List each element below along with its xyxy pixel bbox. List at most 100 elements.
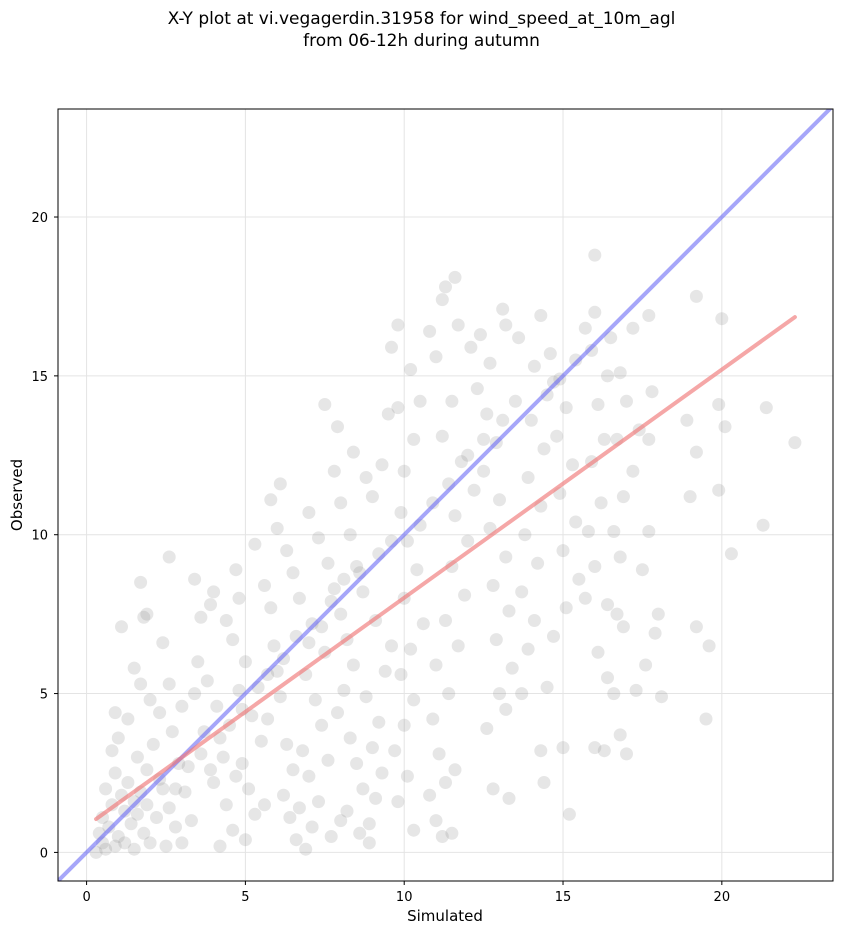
data-point — [594, 496, 608, 510]
data-point — [343, 528, 357, 542]
data-point — [248, 537, 262, 551]
data-point — [588, 741, 602, 755]
data-point — [499, 318, 513, 332]
data-point — [318, 398, 332, 411]
data-point — [413, 394, 427, 408]
data-point — [559, 401, 573, 415]
data-point — [226, 823, 240, 837]
data-point — [127, 661, 141, 675]
data-point — [569, 515, 583, 529]
data-point — [340, 804, 354, 818]
data-point — [394, 506, 408, 519]
data-point — [642, 525, 656, 538]
data-point — [493, 687, 506, 701]
data-point — [130, 807, 144, 821]
data-point — [127, 795, 141, 809]
data-point — [556, 544, 570, 558]
y-tick-label: 5 — [40, 688, 48, 703]
data-point — [99, 782, 113, 796]
data-point — [127, 842, 141, 856]
data-point — [261, 712, 275, 726]
data-point — [102, 820, 116, 834]
data-point — [289, 833, 303, 847]
data-point — [267, 639, 281, 653]
data-point — [229, 769, 243, 783]
data-point — [350, 560, 364, 573]
data-point — [299, 842, 313, 856]
data-point — [566, 458, 579, 472]
data-point — [394, 668, 408, 681]
data-point — [620, 394, 633, 408]
data-point — [108, 839, 122, 853]
data-point — [515, 687, 529, 701]
data-point — [556, 741, 570, 755]
data-point — [226, 633, 240, 647]
data-point — [362, 817, 376, 831]
data-point — [505, 661, 519, 675]
data-point — [454, 455, 468, 469]
data-point — [184, 814, 198, 828]
data-point — [140, 798, 154, 812]
data-point — [143, 693, 157, 707]
regression-line — [94, 315, 797, 822]
data-point — [324, 830, 338, 843]
data-point — [613, 728, 627, 742]
data-point — [165, 725, 179, 739]
data-point — [219, 614, 233, 627]
data-point — [397, 464, 411, 478]
data-point — [213, 839, 227, 853]
data-point — [521, 642, 535, 656]
data-point — [375, 766, 389, 780]
data-point — [639, 658, 653, 672]
data-point — [350, 757, 364, 770]
data-point — [435, 293, 449, 307]
data-point — [124, 817, 138, 831]
data-point — [372, 715, 386, 729]
data-point — [715, 312, 729, 326]
data-point — [508, 394, 522, 408]
data-point — [559, 601, 573, 615]
data-point — [442, 687, 456, 701]
data-point — [238, 833, 252, 847]
data-point — [327, 464, 341, 478]
data-point — [483, 356, 497, 370]
data-point — [651, 607, 665, 621]
data-point — [359, 690, 373, 704]
data-point — [689, 620, 703, 634]
data-point — [305, 617, 319, 631]
data-point — [527, 614, 541, 627]
data-point — [207, 776, 221, 789]
data-point — [385, 639, 398, 653]
data-point — [601, 598, 614, 612]
data-point — [451, 318, 465, 332]
data-point — [188, 687, 202, 701]
data-point — [175, 699, 189, 713]
y-axis-label: Observed — [8, 459, 26, 531]
data-point — [178, 785, 192, 799]
x-tick-label: 0 — [82, 890, 90, 905]
data-point — [629, 683, 643, 697]
data-point — [327, 582, 341, 596]
data-point — [111, 731, 125, 745]
data-point — [689, 289, 703, 303]
data-point — [537, 442, 551, 456]
data-point — [473, 328, 487, 342]
data-point — [312, 531, 325, 545]
data-point — [280, 737, 294, 751]
data-point — [601, 369, 614, 383]
data-point — [292, 801, 306, 815]
data-point — [204, 598, 217, 612]
data-point — [439, 280, 452, 294]
data-point — [188, 572, 202, 586]
data-point — [356, 585, 370, 599]
data-point — [477, 432, 491, 446]
data-point — [585, 343, 599, 357]
data-point — [159, 839, 173, 853]
data-point — [439, 776, 452, 789]
chart-title-line-1: X-Y plot at vi.vegagerdin.31958 for wind… — [167, 9, 676, 29]
data-point — [143, 836, 157, 850]
data-point — [439, 614, 452, 627]
data-point — [724, 547, 738, 561]
x-tick-label: 10 — [396, 890, 413, 905]
data-point — [464, 340, 478, 354]
